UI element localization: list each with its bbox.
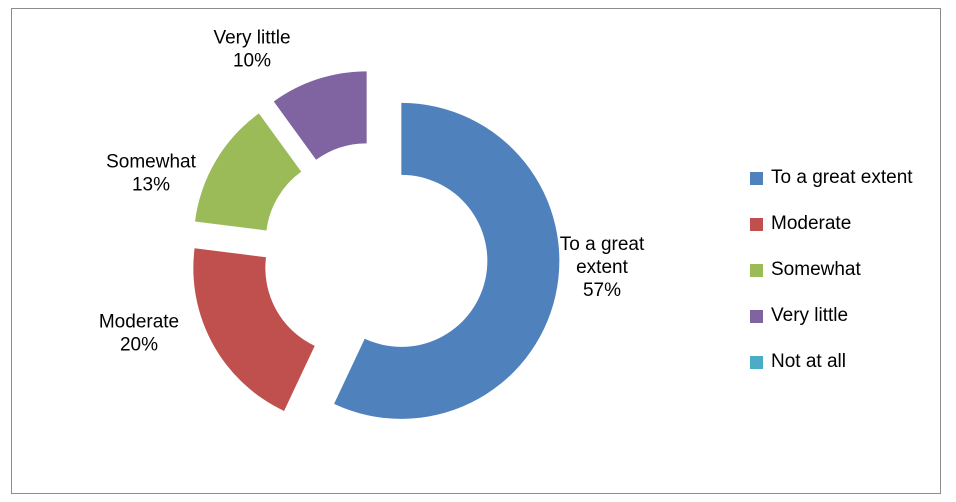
- data-label-somewhat: Somewhat 13%: [106, 152, 196, 196]
- donut-slice-moderate: [193, 248, 315, 411]
- legend-label: Very little: [771, 305, 849, 326]
- donut-slice-very-little: [273, 71, 367, 160]
- chart-frame: To a great extent 57% Moderate 20% Somewhat 13…: [11, 8, 941, 494]
- data-label-very-little: Very little 10%: [213, 28, 290, 72]
- data-label-to-a-great-extent: To a great extent 57%: [560, 234, 645, 301]
- legend-label: To a great extent: [771, 167, 913, 188]
- legend: To a great extent Moderate Somewhat Very…: [750, 155, 913, 385]
- data-label-moderate: Moderate 20%: [99, 312, 179, 356]
- donut-slice-somewhat: [195, 113, 302, 231]
- legend-swatch: [750, 263, 763, 277]
- legend-item-somewhat: Somewhat: [750, 247, 913, 293]
- legend-item-very-little: Very little: [750, 293, 913, 339]
- legend-swatch: [750, 355, 763, 369]
- legend-item-moderate: Moderate: [750, 201, 913, 247]
- legend-item-not-at-all: Not at all: [750, 339, 913, 385]
- legend-swatch: [750, 217, 763, 231]
- legend-item-to-a-great-extent: To a great extent: [750, 155, 913, 201]
- donut-chart: To a great extent 57% Moderate 20% Somewhat 13…: [99, 28, 645, 419]
- legend-swatch: [750, 309, 763, 323]
- legend-swatch: [750, 171, 763, 185]
- legend-label: Moderate: [771, 213, 852, 234]
- donut-slice-to-a-great-extent: [334, 102, 560, 419]
- legend-label: Not at all: [771, 351, 846, 372]
- legend-label: Somewhat: [771, 259, 861, 280]
